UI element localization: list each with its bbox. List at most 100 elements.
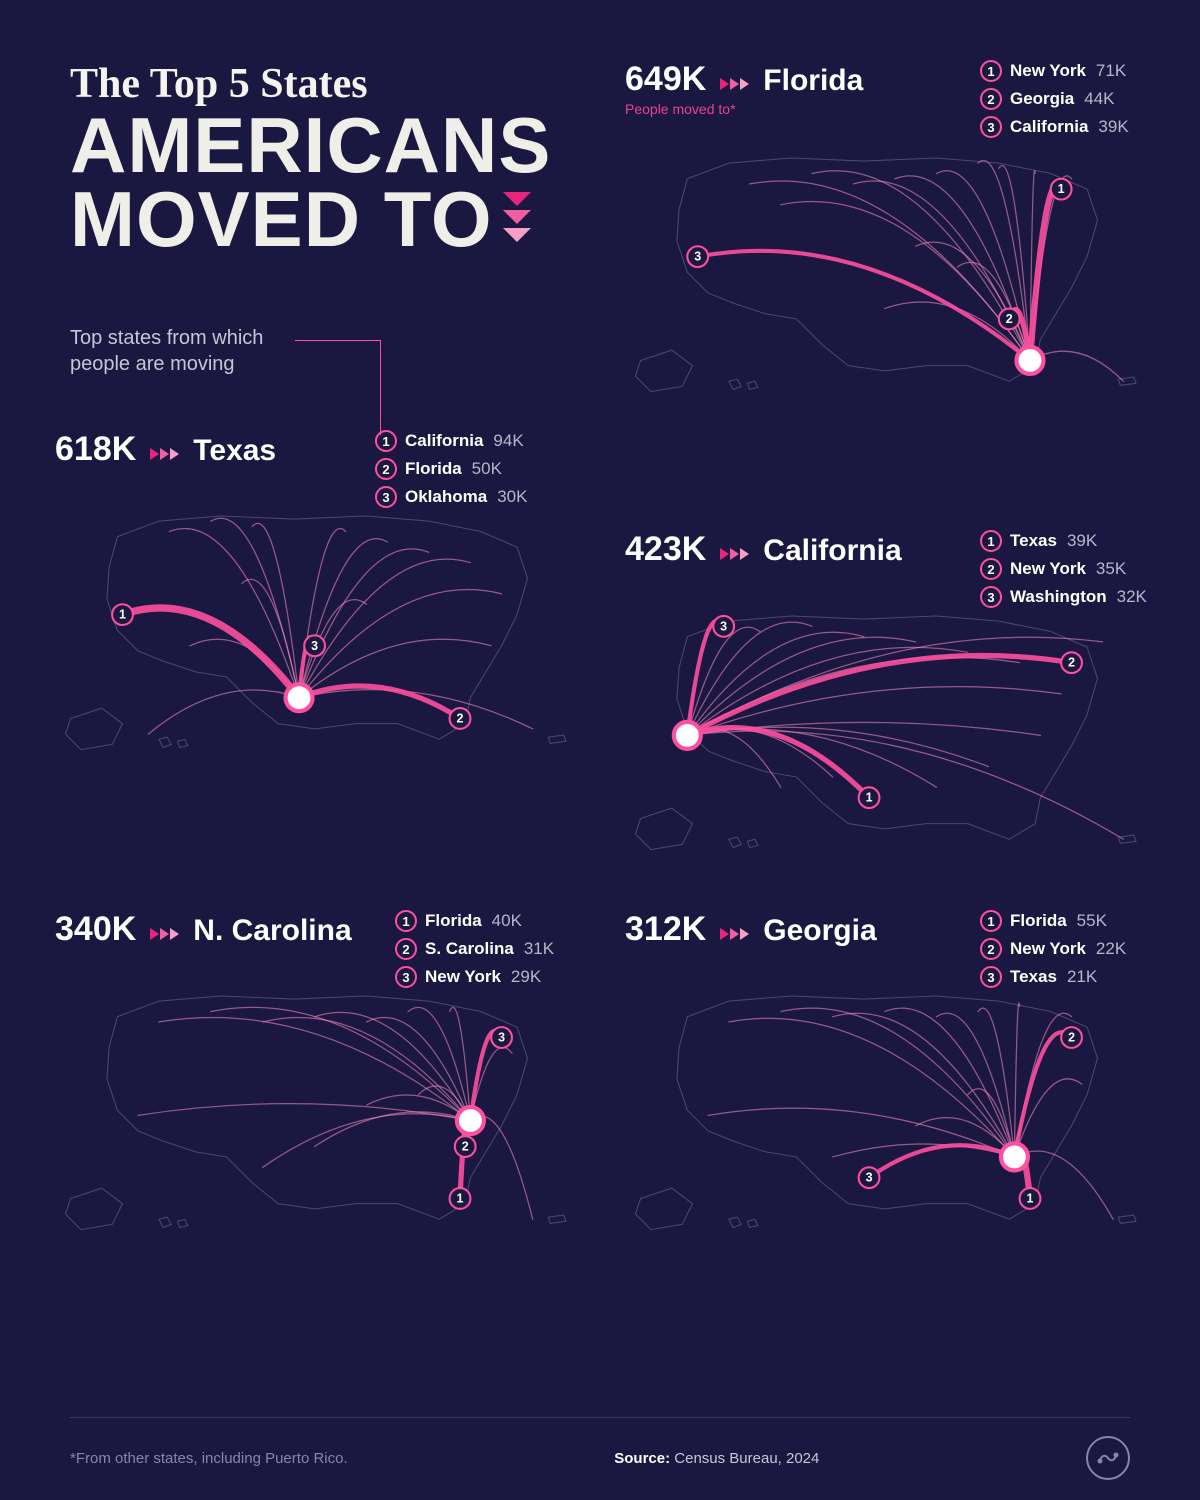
- origin-name: Texas: [1010, 531, 1057, 551]
- rank-badge: 1: [980, 60, 1002, 82]
- origin-item: 1 Texas 39K: [980, 530, 1147, 552]
- origin-name: New York: [1010, 939, 1086, 959]
- svg-text:3: 3: [866, 1171, 873, 1185]
- footnote: *From other states, including Puerto Ric…: [70, 1450, 348, 1467]
- svg-text:3: 3: [311, 639, 318, 653]
- origin-name: New York: [1010, 61, 1086, 81]
- origin-name: Florida: [425, 911, 482, 931]
- arrows-icon: [150, 448, 179, 460]
- origin-item: 1 California 94K: [375, 430, 527, 452]
- svg-text:1: 1: [1058, 182, 1065, 196]
- rank-badge: 3: [375, 486, 397, 508]
- svg-text:1: 1: [457, 1191, 464, 1205]
- us-map: 1 2 3: [55, 955, 595, 1255]
- rank-badge: 3: [980, 586, 1002, 608]
- panel-count: 340K: [55, 910, 136, 949]
- panel-count: 618K: [55, 430, 136, 469]
- brand-logo-icon: [1086, 1436, 1130, 1480]
- origin-item: 3 Texas 21K: [980, 966, 1126, 988]
- svg-text:2: 2: [462, 1140, 469, 1154]
- title-triangles-icon: [503, 192, 531, 246]
- panel-state: Georgia: [763, 914, 876, 948]
- svg-text:3: 3: [694, 250, 701, 264]
- origin-value: 39K: [1098, 117, 1128, 137]
- origin-name: California: [405, 431, 483, 451]
- origin-value: 39K: [1067, 531, 1097, 551]
- origin-list-ncarolina: 1 Florida 40K 2 S. Carolina 31K 3 New Yo…: [395, 910, 554, 994]
- us-map: 1 2 3: [625, 117, 1165, 417]
- rank-badge: 1: [375, 430, 397, 452]
- title-block: The Top 5 States AMERICANS MOVED TO: [70, 60, 551, 256]
- origin-value: 22K: [1096, 939, 1126, 959]
- origin-name: Georgia: [1010, 89, 1074, 109]
- origin-value: 31K: [524, 939, 554, 959]
- origin-value: 29K: [511, 967, 541, 987]
- svg-text:1: 1: [1027, 1191, 1034, 1205]
- origin-item: 3 Oklahoma 30K: [375, 486, 527, 508]
- us-map: 1 2 3: [625, 575, 1165, 875]
- arrows-icon: [720, 78, 749, 90]
- origin-list-california: 1 Texas 39K 2 New York 35K 3 Washington …: [980, 530, 1147, 614]
- title-line2: AMERICANS: [70, 108, 551, 182]
- origin-value: 94K: [493, 431, 523, 451]
- origin-name: S. Carolina: [425, 939, 514, 959]
- panel-count: 312K: [625, 910, 706, 949]
- title-line3: MOVED TO: [70, 182, 493, 256]
- panel-state: Florida: [763, 64, 863, 98]
- rank-badge: 1: [980, 530, 1002, 552]
- origin-item: 1 Florida 40K: [395, 910, 554, 932]
- origin-list-florida: 1 New York 71K 2 Georgia 44K 3 Californi…: [980, 60, 1129, 144]
- origin-item: 3 California 39K: [980, 116, 1129, 138]
- origin-item: 1 Florida 55K: [980, 910, 1126, 932]
- origin-value: 40K: [492, 911, 522, 931]
- footer: *From other states, including Puerto Ric…: [70, 1417, 1130, 1480]
- rank-badge: 2: [375, 458, 397, 480]
- rank-badge: 3: [395, 966, 417, 988]
- pointer-line: [295, 340, 380, 341]
- origin-value: 71K: [1096, 61, 1126, 81]
- origin-name: Washington: [1010, 587, 1107, 607]
- origin-name: New York: [1010, 559, 1086, 579]
- origin-item: 2 Florida 50K: [375, 458, 527, 480]
- origin-item: 2 New York 22K: [980, 938, 1126, 960]
- rank-badge: 2: [980, 88, 1002, 110]
- arrows-icon: [720, 548, 749, 560]
- source-text: Source: Census Bureau, 2024: [614, 1450, 819, 1467]
- origin-list-texas: 1 California 94K 2 Florida 50K 3 Oklahom…: [375, 430, 527, 514]
- panel-state: Texas: [193, 434, 276, 468]
- origin-name: Oklahoma: [405, 487, 487, 507]
- rank-badge: 3: [980, 116, 1002, 138]
- svg-text:1: 1: [866, 791, 873, 805]
- panel-count: 423K: [625, 530, 706, 569]
- origin-name: Texas: [1010, 967, 1057, 987]
- origin-list-georgia: 1 Florida 55K 2 New York 22K 3 Texas 21K: [980, 910, 1126, 994]
- origin-name: Florida: [1010, 911, 1067, 931]
- svg-text:3: 3: [498, 1031, 505, 1045]
- origin-item: 2 Georgia 44K: [980, 88, 1129, 110]
- rank-badge: 2: [395, 938, 417, 960]
- svg-text:2: 2: [1006, 312, 1013, 326]
- svg-text:3: 3: [720, 619, 727, 633]
- rank-badge: 3: [980, 966, 1002, 988]
- svg-text:2: 2: [1068, 1031, 1075, 1045]
- origin-item: 2 New York 35K: [980, 558, 1147, 580]
- origin-value: 21K: [1067, 967, 1097, 987]
- arrows-icon: [150, 928, 179, 940]
- svg-text:2: 2: [1068, 656, 1075, 670]
- rank-badge: 1: [980, 910, 1002, 932]
- rank-badge: 1: [395, 910, 417, 932]
- origin-value: 30K: [497, 487, 527, 507]
- pointer-line: [380, 340, 381, 435]
- origin-name: California: [1010, 117, 1088, 137]
- origin-name: New York: [425, 967, 501, 987]
- rank-badge: 2: [980, 938, 1002, 960]
- panel-count: 649K: [625, 60, 706, 99]
- origin-item: 1 New York 71K: [980, 60, 1129, 82]
- origin-item: 3 Washington 32K: [980, 586, 1147, 608]
- origin-value: 35K: [1096, 559, 1126, 579]
- origin-value: 44K: [1084, 89, 1114, 109]
- subtitle-label: Top states from whichpeople are moving: [70, 325, 263, 377]
- us-map: 1 2 3: [625, 955, 1165, 1255]
- origin-value: 50K: [472, 459, 502, 479]
- origin-value: 32K: [1117, 587, 1147, 607]
